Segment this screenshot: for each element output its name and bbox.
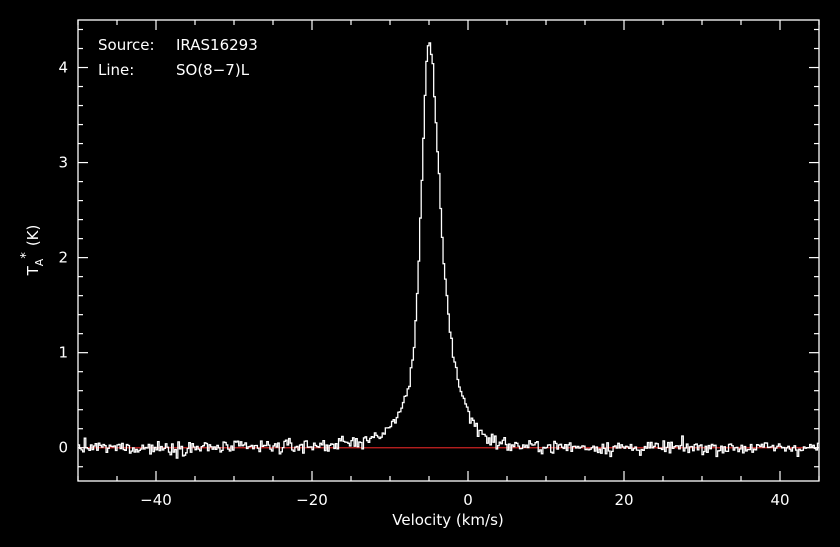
y-axis-label: TA* (K) — [19, 225, 46, 277]
x-tick-label: 40 — [770, 491, 789, 509]
x-tick-label: −40 — [140, 491, 172, 509]
series-layer — [78, 42, 819, 459]
ticks-layer: −40 −20 0 20 40 0 1 2 3 4 — [58, 20, 820, 509]
line-key: Line: — [98, 61, 134, 79]
y-tick-label: 0 — [58, 439, 68, 457]
svg-text:TA*(K): TA* (K) — [19, 225, 46, 277]
y-axis-label-sup: * — [19, 252, 34, 259]
y-tick-label: 4 — [58, 59, 68, 77]
x-tick-label: 0 — [463, 491, 473, 509]
y-tick-label: 3 — [58, 154, 68, 172]
y-axis-label-unit: (K) — [24, 225, 42, 247]
y-tick-label: 2 — [58, 249, 68, 267]
plot-frame — [77, 19, 820, 482]
x-tick-label: −20 — [296, 491, 328, 509]
y-tick-label: 1 — [58, 344, 68, 362]
x-tick-label: 20 — [614, 491, 633, 509]
y-axis-label-base: T — [24, 265, 42, 276]
y-axis-label-sub: A — [33, 258, 46, 266]
line-value: SO(8−7)L — [176, 61, 250, 79]
source-key: Source: — [98, 36, 155, 54]
spectrum-line — [78, 42, 819, 459]
source-value: IRAS16293 — [176, 36, 258, 54]
x-axis-label: Velocity (km/s) — [392, 511, 503, 529]
